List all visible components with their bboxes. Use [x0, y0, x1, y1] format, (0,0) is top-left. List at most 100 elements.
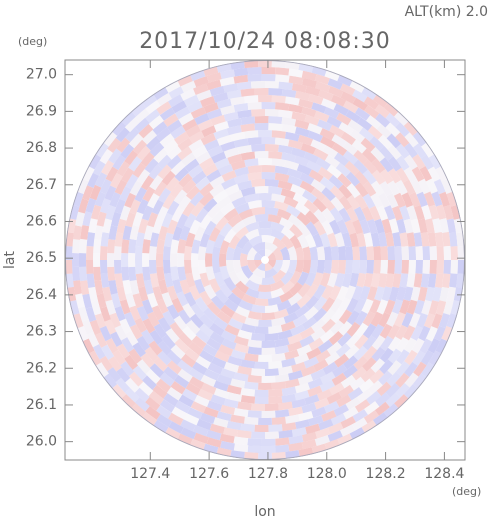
- field-cell: [265, 267, 278, 278]
- field-cell: [199, 214, 213, 230]
- field-cell: [373, 246, 382, 260]
- field-cell: [245, 279, 260, 292]
- field-cell: [252, 242, 265, 253]
- field-cell: [247, 260, 258, 273]
- field-cell: [85, 306, 97, 323]
- field-cell: [247, 74, 262, 82]
- field-cell: [340, 416, 356, 429]
- field-cell: [292, 192, 308, 206]
- field-cell: [366, 260, 374, 274]
- field-cell: [281, 386, 297, 396]
- field-cell: [320, 135, 336, 149]
- field-cell: [213, 388, 229, 399]
- field-cell: [312, 198, 327, 213]
- field-cell: [329, 207, 343, 223]
- plot-frame: [64, 59, 466, 461]
- field-cell: [107, 253, 115, 267]
- field-cell: [277, 180, 293, 191]
- field-cell: [418, 325, 431, 342]
- field-cell: [288, 103, 304, 114]
- field-cell: [219, 283, 233, 298]
- field-cell: [428, 350, 442, 366]
- field-cell: [158, 279, 169, 295]
- field-cell: [121, 266, 130, 281]
- field-cell: [169, 183, 184, 199]
- field-cell: [357, 389, 373, 403]
- field-cell: [209, 423, 225, 435]
- field-cell: [228, 234, 241, 250]
- field-cell: [330, 308, 345, 324]
- field-cell: [288, 139, 303, 150]
- field-cell: [165, 328, 180, 344]
- field-cell: [196, 89, 212, 102]
- field-cell: [420, 350, 434, 366]
- field-cell: [254, 396, 269, 405]
- field-cell: [136, 335, 151, 351]
- field-cell: [385, 122, 401, 138]
- field-cell: [227, 292, 242, 306]
- field-cell: [413, 273, 423, 288]
- field-cell: [109, 312, 121, 328]
- field-cell: [314, 74, 330, 85]
- field-cell: [288, 214, 303, 228]
- field-cell: [221, 330, 237, 343]
- field-cell: [352, 219, 364, 235]
- field-cell: [92, 253, 101, 267]
- field-cell: [156, 101, 172, 115]
- field-cell: [321, 318, 336, 333]
- field-cell: [361, 420, 377, 434]
- field-cell: [374, 401, 390, 416]
- field-cell: [203, 102, 219, 114]
- field-cell: [428, 154, 442, 170]
- field-cell: [329, 185, 345, 200]
- field-cell: [362, 323, 377, 339]
- field-cell: [285, 96, 300, 106]
- field-cell: [124, 117, 140, 133]
- field-cell: [271, 451, 286, 460]
- field-cell: [280, 320, 296, 332]
- field-cell: [95, 142, 109, 158]
- field-cell: [353, 159, 368, 175]
- field-cell: [239, 253, 248, 267]
- field-cell: [116, 367, 131, 383]
- field-cell: [376, 381, 392, 397]
- field-cell: [378, 312, 391, 328]
- field-cell: [373, 260, 382, 274]
- field-cell: [299, 172, 315, 185]
- field-cell: [331, 142, 348, 156]
- field-cell: [166, 200, 180, 216]
- field-cell: [271, 158, 286, 167]
- field-cell: [202, 163, 218, 177]
- field-cell: [209, 85, 225, 97]
- field-cell: [149, 363, 165, 378]
- field-cell: [220, 304, 235, 318]
- field-cell: [386, 311, 399, 327]
- field-cell: [265, 368, 279, 377]
- field-cell: [315, 81, 331, 93]
- field-cell: [193, 425, 209, 437]
- field-cell: [183, 245, 193, 260]
- field-cell: [345, 260, 354, 275]
- field-cell: [247, 137, 262, 146]
- field-cell: [216, 195, 232, 210]
- field-cell: [284, 131, 300, 142]
- field-cell: [145, 369, 161, 384]
- field-cell: [379, 145, 394, 161]
- field-cell: [321, 187, 336, 202]
- field-cell: [219, 240, 230, 255]
- field-cell: [152, 286, 164, 302]
- field-cell: [354, 182, 369, 198]
- field-cell: [290, 324, 306, 337]
- field-cell: [379, 359, 394, 375]
- field-cell: [372, 94, 389, 108]
- field-cell: [439, 287, 449, 302]
- field-cell: [362, 311, 376, 327]
- field-cell: [267, 252, 277, 260]
- field-cell: [177, 252, 185, 268]
- field-cell: [177, 195, 192, 211]
- field-cell: [88, 218, 98, 234]
- field-cell: [213, 233, 226, 249]
- field-cell: [275, 102, 290, 111]
- field-cell: [235, 226, 249, 240]
- field-cell: [337, 173, 352, 188]
